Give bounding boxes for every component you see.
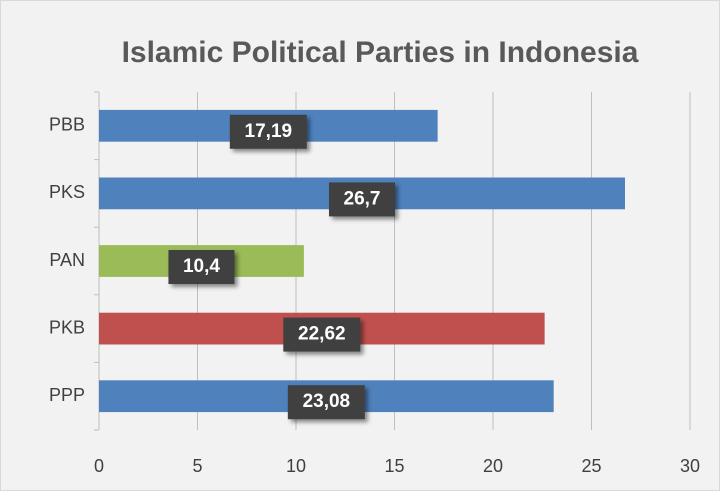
y-tick-label: PBB [49, 115, 85, 135]
y-tick-label: PAN [49, 250, 85, 270]
data-label-box [287, 385, 365, 420]
x-tick-label: 10 [286, 456, 306, 476]
y-tick-label: PPP [49, 385, 85, 405]
x-tick-label: 30 [680, 456, 700, 476]
data-label-box [229, 114, 307, 149]
data-label-box [168, 250, 235, 284]
x-tick-label: 0 [94, 456, 104, 476]
chart-title: Islamic Political Parties in Indonesia [122, 36, 639, 69]
data-label: 23,08 [303, 391, 351, 412]
data-label: 22,62 [298, 324, 346, 345]
data-label: 10,4 [183, 256, 220, 277]
x-tick-label: 15 [384, 456, 404, 476]
data-label: 17,19 [245, 121, 293, 142]
data-label: 26,7 [344, 188, 381, 209]
y-tick-label: PKB [49, 317, 85, 337]
data-label-box [283, 317, 361, 352]
data-label-box [328, 182, 395, 217]
x-tick-label: 20 [483, 456, 503, 476]
x-tick-label: 5 [192, 456, 202, 476]
y-tick-label: PKS [49, 182, 85, 202]
x-tick-label: 25 [581, 456, 601, 476]
